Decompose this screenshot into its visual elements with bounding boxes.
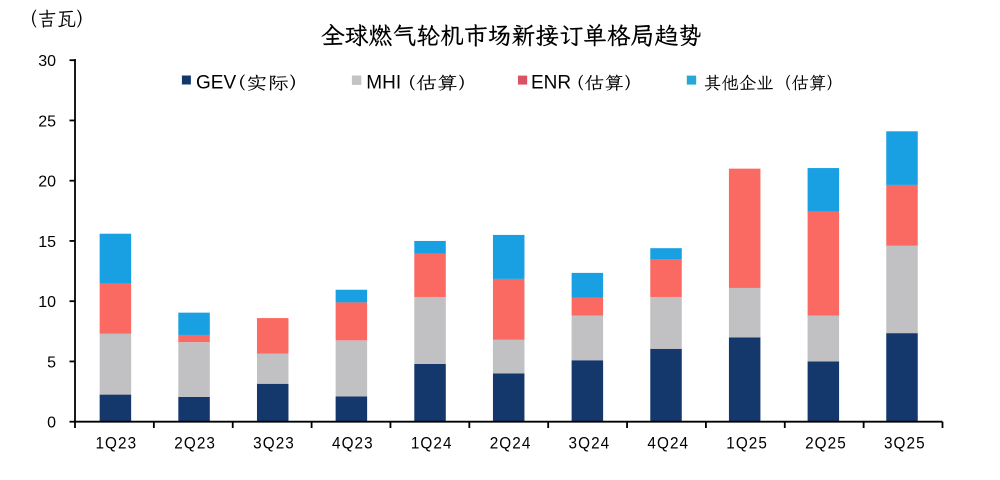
svg-text:4Q24: 4Q24 [647,434,689,453]
svg-text:30: 30 [38,53,56,70]
svg-text:1Q25: 1Q25 [726,434,768,453]
svg-text:15: 15 [38,234,56,251]
svg-text:0: 0 [47,415,56,432]
svg-text:20: 20 [38,174,56,191]
svg-text:GEV: GEV [196,73,236,94]
svg-text:10: 10 [38,294,56,311]
svg-text:2Q23: 2Q23 [174,434,216,453]
svg-text:25: 25 [38,113,56,130]
svg-text:3Q24: 3Q24 [569,434,611,453]
svg-text:2Q24: 2Q24 [490,434,532,453]
svg-text:3Q23: 3Q23 [253,434,295,453]
svg-text:MHI: MHI [366,73,401,94]
svg-text:1Q23: 1Q23 [95,434,137,453]
svg-text:1Q24: 1Q24 [411,434,453,453]
svg-text:3Q25: 3Q25 [884,434,926,453]
svg-text:4Q23: 4Q23 [332,434,374,453]
svg-text:2Q25: 2Q25 [805,434,847,453]
svg-text:5: 5 [47,354,56,371]
svg-text:ENR: ENR [531,73,571,94]
